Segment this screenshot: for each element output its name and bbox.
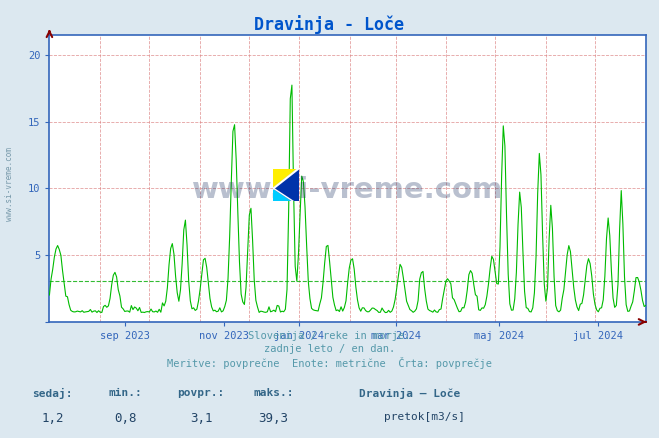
Text: povpr.:: povpr.:: [177, 388, 225, 398]
Text: zadnje leto / en dan.: zadnje leto / en dan.: [264, 344, 395, 354]
Polygon shape: [273, 169, 299, 188]
Text: Slovenija / reke in morje.: Slovenija / reke in morje.: [248, 331, 411, 341]
Polygon shape: [273, 169, 299, 201]
Text: Meritve: povprečne  Enote: metrične  Črta: povprečje: Meritve: povprečne Enote: metrične Črta:…: [167, 357, 492, 369]
Text: Dravinja – Loče: Dravinja – Loče: [359, 388, 461, 399]
Text: www.si-vreme.com: www.si-vreme.com: [192, 176, 503, 204]
Text: maks.:: maks.:: [253, 388, 294, 398]
Text: Dravinja - Loče: Dravinja - Loče: [254, 15, 405, 34]
Text: pretok[m3/s]: pretok[m3/s]: [384, 412, 465, 422]
Text: www.si-vreme.com: www.si-vreme.com: [5, 147, 14, 221]
Text: 3,1: 3,1: [190, 412, 212, 425]
Polygon shape: [273, 188, 293, 201]
Text: min.:: min.:: [108, 388, 142, 398]
Text: 1,2: 1,2: [42, 412, 64, 425]
Text: 0,8: 0,8: [114, 412, 136, 425]
Text: 39,3: 39,3: [258, 412, 289, 425]
Text: sedaj:: sedaj:: [32, 388, 73, 399]
